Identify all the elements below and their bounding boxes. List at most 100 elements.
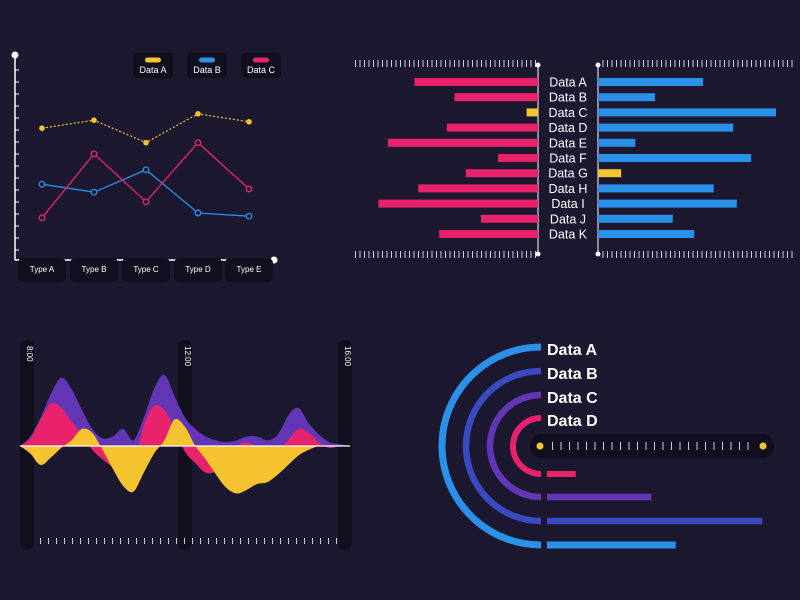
time-tick <box>288 538 289 544</box>
scale-tick <box>661 251 662 258</box>
time-tick <box>304 538 305 544</box>
category-chip <box>70 258 118 282</box>
scale-tick <box>364 60 365 67</box>
time-tick <box>272 538 273 544</box>
divider-dot <box>535 251 541 257</box>
scale-tick <box>616 60 617 67</box>
scale-tick <box>400 251 401 258</box>
scale-tick <box>382 60 383 67</box>
time-label-16: 16:00 <box>343 346 352 367</box>
scale-tick <box>755 60 757 67</box>
scale-tick <box>535 251 536 258</box>
divider-dot <box>595 62 601 68</box>
legend-label: Data A <box>139 65 166 75</box>
scale-tick <box>386 251 388 258</box>
category-label: Data D <box>549 121 588 135</box>
scale-tick <box>629 251 631 258</box>
scale-tick <box>494 251 496 258</box>
scale-tick <box>517 251 518 258</box>
time-label-12: 12:00 <box>183 346 192 367</box>
time-tick <box>128 538 129 544</box>
scale-tick <box>512 60 514 67</box>
scale-tick <box>625 60 626 67</box>
scale-tick <box>431 60 433 67</box>
data-point <box>38 180 46 188</box>
bar-left <box>465 169 538 178</box>
slider-tick <box>679 442 681 450</box>
time-tick <box>184 538 185 544</box>
scale-tick <box>449 60 451 67</box>
scale-tick <box>764 251 766 258</box>
scale-tick <box>395 60 397 67</box>
scale-tick <box>400 60 401 67</box>
scale-tick <box>652 60 653 67</box>
slider-tick <box>696 442 698 450</box>
arc-label: Data A <box>547 342 598 359</box>
scale-tick <box>481 60 482 67</box>
legend-label: Data C <box>247 65 276 75</box>
series-line <box>41 141 250 219</box>
slider-tick <box>594 442 596 450</box>
scale-tick <box>715 251 716 258</box>
arc-track <box>486 391 542 501</box>
legend-chip <box>241 53 281 78</box>
scale-tick <box>404 251 406 258</box>
time-tick <box>80 538 81 544</box>
bar-right <box>598 199 737 208</box>
scale-tick <box>665 251 667 258</box>
category-label: Data K <box>549 228 588 242</box>
bar-right <box>598 169 622 178</box>
scale-tick <box>773 60 775 67</box>
legend-chip <box>187 53 227 78</box>
slider-tick <box>603 442 604 450</box>
time-ticks <box>40 538 337 544</box>
category-chip <box>18 258 66 282</box>
slider-tick <box>628 442 630 450</box>
bar-left <box>446 123 538 132</box>
data-point <box>91 117 97 123</box>
scale-tick <box>494 60 496 67</box>
scale-tick <box>472 251 473 258</box>
scale-tick <box>692 251 694 258</box>
line-chart: Data A Data B Data C Type A Type B Type C Typ… <box>11 51 281 282</box>
scale-tick <box>386 60 388 67</box>
scale-tick <box>611 251 613 258</box>
scale-tick <box>737 60 739 67</box>
category-label: Type D <box>185 265 211 274</box>
scale-tick <box>760 251 761 258</box>
scale-tick <box>508 251 509 258</box>
data-point <box>195 111 201 117</box>
arc-label: Data D <box>547 413 598 430</box>
line-series-group <box>38 111 253 222</box>
slider-tick <box>620 442 621 450</box>
time-tick <box>312 538 313 544</box>
scale-tick <box>674 60 676 67</box>
scale-tick <box>782 60 784 67</box>
scale-tick <box>409 60 410 67</box>
scale-tick <box>373 251 374 258</box>
scale-tick <box>530 251 532 258</box>
category-label: Type A <box>30 265 55 274</box>
slider-track <box>530 434 774 458</box>
scale-tick <box>674 251 676 258</box>
scale-tick <box>472 60 473 67</box>
time-tick <box>240 538 241 544</box>
data-point <box>143 139 149 146</box>
slider-tick <box>560 442 562 450</box>
scale-tick <box>755 251 757 258</box>
bar-left <box>439 230 538 238</box>
series-line <box>41 169 250 217</box>
scale-tick <box>467 251 469 258</box>
arc-bar-chart: Data A Data B Data C Data D <box>438 342 774 549</box>
bar-right <box>598 214 673 223</box>
time-tick <box>104 538 105 544</box>
scale-tick <box>647 60 649 67</box>
bar-left <box>418 184 538 193</box>
slider-tick <box>637 442 638 450</box>
category-label: Data I <box>551 197 584 211</box>
scale-tick <box>391 60 392 67</box>
slider-tick <box>671 442 672 450</box>
scale-tick <box>706 251 707 258</box>
